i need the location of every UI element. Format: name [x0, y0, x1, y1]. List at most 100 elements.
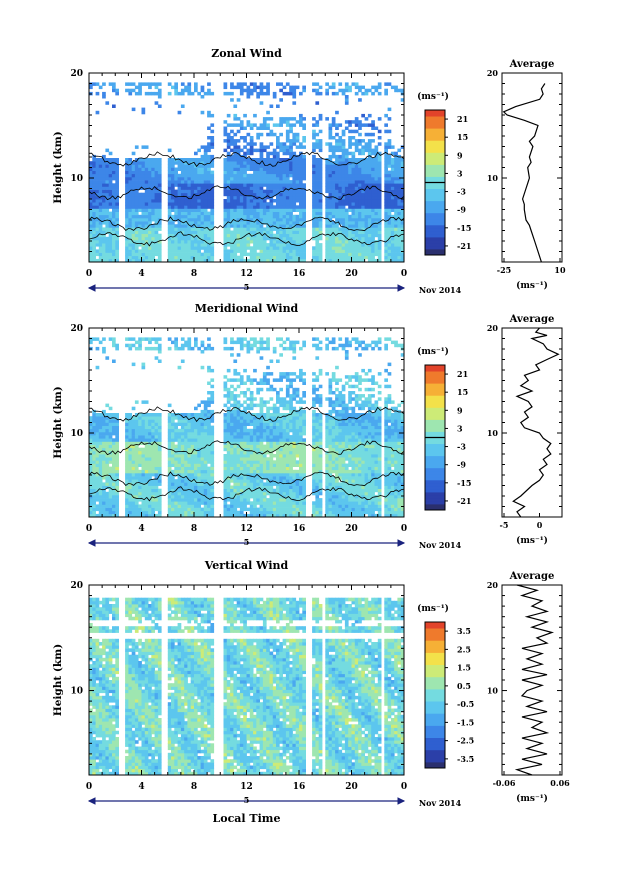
colorbar-tick-label: 3 [457, 168, 463, 178]
x-tick-label: 16 [293, 782, 306, 792]
average-y-tick-label: 10 [487, 428, 499, 438]
x-tick-label: 4 [138, 524, 144, 534]
average-x-tick-label: 10 [554, 265, 566, 275]
average-x-tick-label: 0 [537, 520, 543, 530]
x-tick-label: 12 [240, 524, 253, 534]
average-title: Average [509, 571, 555, 582]
average-title: Average [509, 314, 555, 325]
x-tick-label: 0 [401, 782, 407, 792]
colorbar-tick-label: 15 [457, 387, 468, 397]
day-line [87, 284, 406, 292]
date-label: Nov 2014 [419, 798, 462, 808]
chart-panel-zonal: Zonal Wind 0 4 8 12 16 20 0 20 10 Height (km) 5 Nov … [52, 47, 566, 295]
day-label: 5 [244, 282, 250, 292]
heatmap-cells [89, 597, 405, 776]
y-tick-label: 20 [70, 581, 83, 591]
x-tick-label: 4 [138, 269, 144, 279]
average-unit: (ms⁻¹) [516, 280, 548, 291]
average-profile-line [514, 584, 555, 776]
colorbar-tick-label: 3 [457, 423, 463, 433]
colorbar-tick-label: -15 [457, 478, 471, 488]
average-unit: (ms⁻¹) [516, 535, 548, 546]
colorbar-unit: (ms⁻¹) [417, 603, 449, 614]
colorbar-unit: (ms⁻¹) [417, 91, 449, 102]
average-y-tick-label: 10 [487, 173, 499, 183]
colorbar-tick-label: -9 [457, 205, 466, 215]
colorbar-tick-label: -3.5 [457, 754, 474, 764]
average-y-tick-label: 10 [487, 686, 499, 696]
colorbar: (ms⁻¹) 21 15 9 3 -3 -9 -15 -21 [417, 91, 471, 256]
colorbar-tick-label: 21 [457, 114, 468, 124]
x-tick-label: 0 [401, 524, 407, 534]
x-tick-label: 16 [293, 524, 306, 534]
average-title: Average [509, 59, 555, 70]
x-tick-label: 8 [191, 524, 197, 534]
x-tick-label: 0 [86, 269, 92, 279]
average-y-tick-label: 20 [487, 68, 499, 78]
x-tick-label: 0 [86, 524, 92, 534]
x-tick-label: 8 [191, 782, 197, 792]
colorbar-tick-label: 21 [457, 369, 468, 379]
average-profile-line [502, 83, 546, 263]
date-label: Nov 2014 [419, 285, 462, 295]
chart-title: Meridional Wind [195, 302, 299, 315]
colorbar-unit: (ms⁻¹) [417, 346, 449, 357]
colorbar-tick-label: -21 [457, 241, 471, 251]
average-panel: Average 20 10 -25 10 (ms⁻¹) [487, 59, 566, 291]
average-x-tick-label: -0.06 [493, 778, 516, 788]
y-tick-label: 20 [70, 69, 83, 79]
y-axis-label: Height (km) [52, 386, 64, 458]
colorbar-tick-label: 9 [457, 150, 463, 160]
colorbar-tick-label: -2.5 [457, 736, 474, 746]
colorbar-tick-label: -0.5 [457, 699, 474, 709]
colorbar-tick-label: -3 [457, 442, 466, 452]
colorbar: (ms⁻¹) 3.5 2.5 1.5 0.5 -0.5 -1.5 -2.5 -3.5 [417, 603, 474, 769]
y-tick-label: 10 [70, 174, 83, 184]
colorbar-tick-label: 0.5 [457, 681, 471, 691]
colorbar-frame [424, 621, 446, 769]
colorbar-tick-label: -15 [457, 223, 471, 233]
x-tick-label: 4 [138, 782, 144, 792]
day-line [87, 539, 406, 547]
tick-marks [88, 72, 405, 263]
average-profile-line [512, 327, 560, 518]
colorbar-tick-label: 1.5 [457, 663, 471, 673]
chart-title: Vertical Wind [204, 559, 289, 572]
average-x-tick-label: -5 [500, 520, 509, 530]
x-tick-label: 12 [240, 269, 253, 279]
x-tick-label: 0 [401, 269, 407, 279]
colorbar-tick-label: 15 [457, 132, 468, 142]
chart-panel-vertical: Vertical Wind 0 4 8 12 16 20 0 20 10 Height (km) 5 N… [52, 559, 570, 808]
average-panel: Average 20 10 -5 0 (ms⁻¹) [487, 314, 563, 546]
day-label: 5 [244, 537, 250, 547]
chart-panel-meridional: Meridional Wind 0 4 8 12 16 20 0 20 10 Height (km)… [52, 302, 563, 550]
colorbar: (ms⁻¹) 21 15 9 3 -3 -9 -15 -21 [417, 346, 471, 511]
y-axis-label: Height (km) [52, 131, 64, 203]
chart-title: Zonal Wind [211, 47, 282, 60]
x-tick-label: 20 [345, 782, 358, 792]
date-label: Nov 2014 [419, 540, 462, 550]
average-panel: Average 20 10 -0.06 0.06(ms⁻¹) [487, 571, 570, 804]
x-tick-label: 8 [191, 269, 197, 279]
x-tick-label: 12 [240, 782, 253, 792]
average-x-tick-label: -25 [497, 265, 511, 275]
colorbar-tick-label: -9 [457, 460, 466, 470]
day-line [87, 797, 406, 805]
colorbar-tick-label: -1.5 [457, 717, 474, 727]
contour-lines [88, 151, 405, 247]
heatmap-cells [89, 337, 405, 518]
y-tick-label: 10 [70, 687, 83, 697]
x-tick-label: 16 [293, 269, 306, 279]
tick-marks [88, 327, 405, 518]
day-label: 5 [244, 795, 250, 805]
y-axis-label: Height (km) [52, 644, 64, 716]
x-tick-label: 0 [86, 782, 92, 792]
colorbar-tick-label: 2.5 [457, 644, 471, 654]
contour-lines [88, 406, 405, 502]
x-tick-label: 20 [345, 524, 358, 534]
y-tick-label: 20 [70, 324, 83, 334]
colorbar-tick-label: -21 [457, 496, 471, 506]
tick-marks [88, 584, 405, 776]
colorbar-tick-label: -3 [457, 187, 466, 197]
